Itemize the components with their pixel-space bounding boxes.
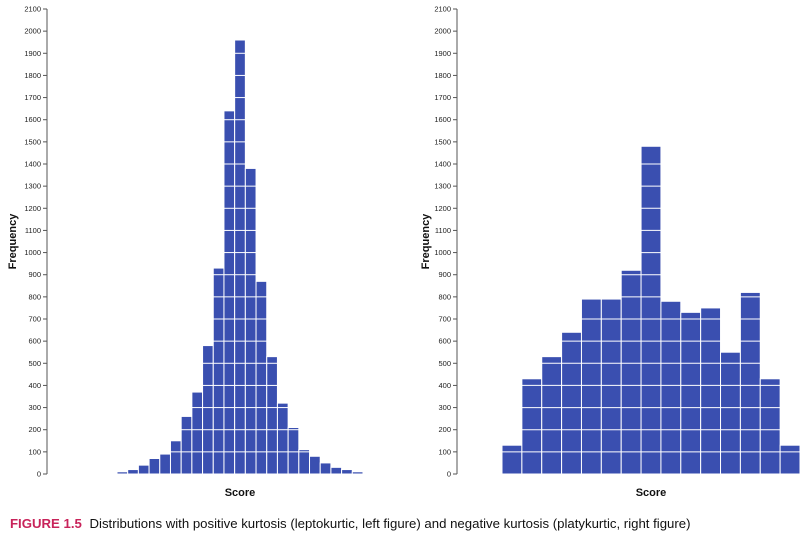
y-tick-label: 1700 — [24, 93, 41, 102]
y-axis-label: Frequency — [420, 213, 432, 270]
histogram-bar — [180, 415, 193, 475]
platykurtic-histogram: 0 100 200 300 400 500 600 700 800 900 1000 1100 1200… — [420, 5, 801, 499]
y-tick-label: 1900 — [24, 49, 41, 58]
y-tick-label: 1600 — [434, 115, 451, 124]
y-tick-label: 1100 — [25, 226, 41, 235]
histogram-bar — [244, 167, 257, 475]
histogram-bar — [287, 427, 300, 475]
y-tick-label: 1400 — [434, 160, 451, 169]
y-tick-label: 300 — [28, 403, 41, 412]
histogram-bar — [319, 462, 332, 475]
histogram-bar — [276, 402, 289, 475]
histogram-bar — [341, 469, 353, 475]
y-tick-label: 400 — [438, 381, 451, 390]
y-tick-label: 100 — [438, 447, 451, 456]
y-tick-label: 1800 — [434, 71, 451, 80]
histogram-bar — [700, 307, 722, 475]
histogram-bar — [116, 471, 129, 475]
y-tick-label: 1700 — [434, 93, 451, 102]
y-tick-label: 1100 — [435, 226, 451, 235]
histogram-bar — [212, 267, 225, 475]
y-tick-label: 300 — [438, 403, 451, 412]
histogram-bar — [660, 300, 682, 475]
histogram-bar — [330, 466, 343, 475]
histogram-bar — [779, 444, 801, 475]
y-tick-label: 0 — [447, 470, 451, 479]
histogram-bar — [541, 356, 563, 475]
y-tick-label: 600 — [28, 337, 41, 346]
y-tick-label: 500 — [438, 359, 451, 368]
x-axis-label: Score — [225, 487, 256, 499]
y-tick-label: 500 — [28, 359, 41, 368]
histogram-bar — [202, 345, 214, 475]
histogram-bar — [255, 280, 268, 475]
histogram-bar — [561, 331, 582, 475]
histogram-bar — [309, 455, 321, 475]
y-tick-label: 200 — [28, 425, 41, 434]
histogram-bar — [266, 356, 278, 475]
histogram-bar — [351, 471, 364, 475]
histogram-bar — [739, 291, 761, 475]
y-tick-label: 1000 — [434, 248, 451, 257]
y-tick-label: 200 — [438, 425, 451, 434]
histogram-bar — [169, 440, 182, 475]
y-tick-label: 2100 — [434, 5, 451, 14]
histogram-bar — [640, 145, 662, 475]
histogram-bar — [148, 458, 161, 475]
y-tick-label: 400 — [28, 381, 41, 390]
histogram-bar — [223, 110, 236, 475]
histogram-bar — [191, 391, 204, 475]
y-tick-label: 1000 — [24, 248, 41, 257]
caption-text: Distributions with positive kurtosis (le… — [89, 516, 691, 531]
histogram-bar — [234, 39, 246, 475]
histogram-bar — [600, 298, 622, 475]
y-tick-label: 1900 — [434, 49, 451, 58]
histogram-bar — [720, 351, 741, 475]
histogram-bar — [137, 464, 150, 475]
y-tick-label: 1500 — [434, 137, 451, 146]
y-axis-label: Frequency — [7, 213, 19, 270]
y-tick-label: 1200 — [434, 204, 451, 213]
y-tick-label: 900 — [28, 270, 41, 279]
y-tick-label: 700 — [438, 315, 451, 324]
y-tick-label: 800 — [28, 292, 41, 301]
y-tick-label: 2100 — [24, 5, 41, 14]
y-tick-label: 1800 — [24, 71, 41, 80]
histogram-bar — [501, 444, 523, 475]
histogram-bar — [580, 298, 602, 475]
x-axis-label: Score — [636, 487, 667, 499]
histogram-bar — [620, 269, 642, 475]
histogram-bar — [298, 449, 311, 475]
y-tick-label: 1300 — [24, 182, 41, 191]
y-tick-label: 100 — [28, 447, 41, 456]
figure-caption: FIGURE 1.5 Distributions with positive k… — [10, 516, 805, 531]
histogram-bar — [127, 469, 139, 475]
histogram-bar — [759, 378, 781, 475]
histogram-bar — [680, 311, 702, 475]
y-tick-label: 1300 — [434, 182, 451, 191]
histogram-bar — [521, 378, 543, 475]
histogram-bar — [159, 453, 171, 475]
leptokurtic-histogram: 0 100 200 300 400 500 600 700 800 900 1000 1100 1200… — [7, 5, 364, 499]
y-tick-label: 600 — [438, 337, 451, 346]
caption-label: FIGURE 1.5 — [10, 516, 82, 531]
y-tick-label: 2000 — [24, 27, 41, 36]
y-tick-label: 2000 — [434, 27, 451, 36]
y-tick-label: 1600 — [24, 115, 41, 124]
y-tick-label: 700 — [28, 315, 41, 324]
y-tick-label: 900 — [438, 270, 451, 279]
y-tick-label: 1500 — [24, 137, 41, 146]
y-tick-label: 1200 — [24, 204, 41, 213]
y-tick-label: 800 — [438, 292, 451, 301]
y-tick-label: 1400 — [24, 160, 41, 169]
y-tick-label: 0 — [37, 470, 41, 479]
